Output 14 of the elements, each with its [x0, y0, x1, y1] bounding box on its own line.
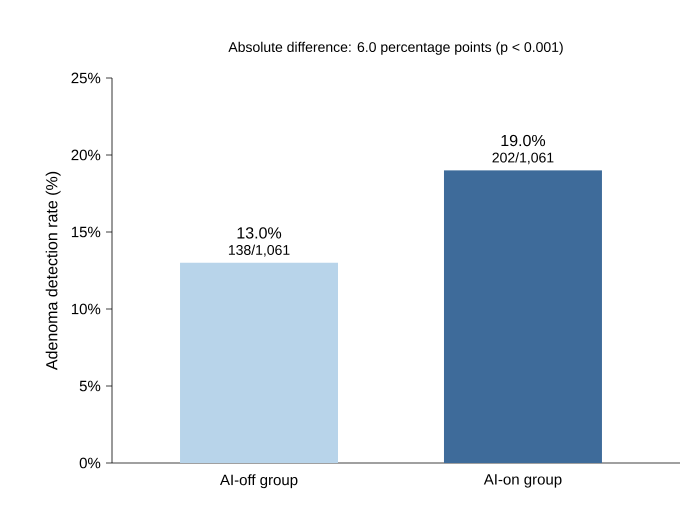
data-label: 13.0% [238, 227, 282, 239]
y-tick-label: 25% [72, 72, 100, 84]
y-tick-label: 15% [72, 226, 100, 238]
y-tick-label: 20% [72, 150, 100, 160]
chart-title: Absolute difference: 6.0 percentage points (p < 0.001) [228, 42, 563, 55]
x-tick-label: AI-off group [220, 474, 298, 488]
y-tick-label: 0% [80, 458, 100, 468]
x-tick-label: AI-on group [484, 474, 562, 488]
annotation: 138/1,061 [228, 244, 290, 257]
y-tick-label: 10% [72, 304, 100, 314]
data-label: 19.0% [502, 134, 546, 146]
annotation: 202/1,061 [492, 152, 554, 164]
y-axis-title: Adenoma detection rate (%) [46, 172, 61, 370]
y-tick-label: 5% [80, 380, 100, 392]
